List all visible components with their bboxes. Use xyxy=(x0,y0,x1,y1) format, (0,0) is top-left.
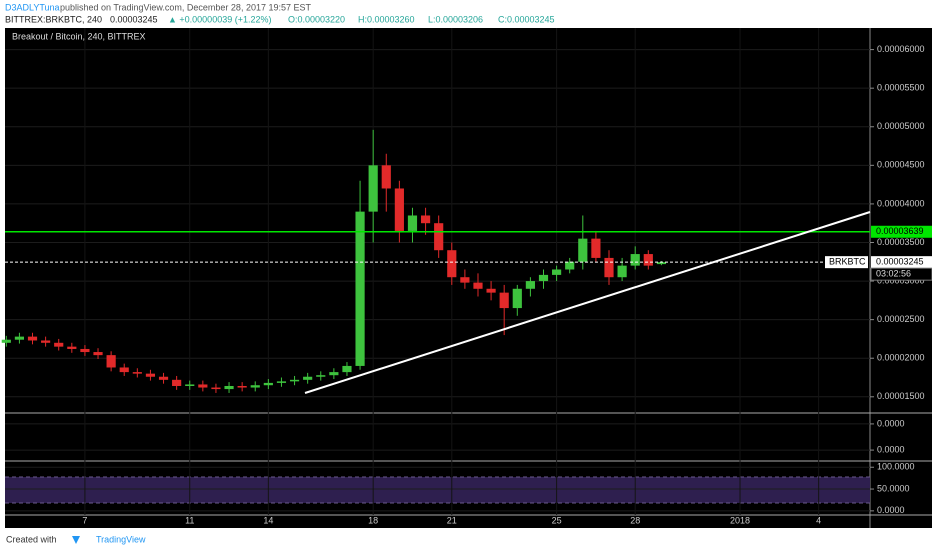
level-label-bg xyxy=(871,225,932,238)
candle-body xyxy=(342,365,352,373)
level-label: 0.00003639 xyxy=(876,226,924,236)
footer-bg xyxy=(0,528,932,550)
candle-body xyxy=(460,277,470,283)
x-tick-label: 28 xyxy=(630,515,640,525)
y-tick-label: 50.0000 xyxy=(877,483,910,493)
candle-body xyxy=(316,375,326,377)
y-tick-label: 0.00005500 xyxy=(877,83,925,93)
candle-body xyxy=(276,381,287,383)
candle-body xyxy=(93,352,103,356)
ohlc-low: L:0.00003206 xyxy=(428,14,483,24)
candle-body xyxy=(420,215,431,224)
candle-body xyxy=(329,372,339,376)
candle-body xyxy=(224,385,234,390)
candle-body xyxy=(54,342,64,347)
countdown-bg xyxy=(870,267,932,281)
candle-body xyxy=(512,288,522,309)
candle-body xyxy=(656,262,667,265)
x-tick-label: 11 xyxy=(185,515,194,525)
x-tick-label: 7 xyxy=(82,515,87,525)
trend-line[interactable] xyxy=(304,211,871,394)
last-price-bg xyxy=(871,256,932,269)
last-price: 0.00003245 xyxy=(876,257,924,267)
x-tick-label: 18 xyxy=(368,515,378,525)
candle-body xyxy=(617,265,627,278)
candle-body xyxy=(447,250,457,278)
candle-body xyxy=(41,340,51,343)
candle-body xyxy=(394,188,404,231)
chart-title: Breakout / Bitcoin, 240, BITTREX xyxy=(12,31,146,41)
candle-body xyxy=(578,238,588,262)
candle-body xyxy=(591,238,601,258)
candle-body xyxy=(185,384,195,386)
candle-body xyxy=(132,372,142,374)
candle-body xyxy=(250,385,260,388)
candle-body xyxy=(643,254,653,266)
published: published on TradingView.com, December 2… xyxy=(60,2,311,12)
candle-body xyxy=(538,274,549,282)
candle-body xyxy=(434,223,444,251)
candle-body xyxy=(145,373,156,377)
candle-body xyxy=(604,257,614,278)
candle-body xyxy=(525,281,535,289)
x-tick-label: 2018 xyxy=(730,515,750,525)
candle-body xyxy=(473,282,483,289)
change: ▲ +0.00000039 (+1.22%) xyxy=(168,14,271,24)
y-tick-label: 0.00006000 xyxy=(877,44,925,54)
candle-body xyxy=(14,336,24,340)
candle-body xyxy=(407,215,418,231)
candle-body xyxy=(27,336,38,341)
candle-body xyxy=(119,367,129,373)
y-tick-label: 0.00004000 xyxy=(877,198,925,208)
x-tick-label: 14 xyxy=(263,515,273,525)
y-tick-label: 0.0000 xyxy=(877,418,905,428)
y-tick-label: 0.00004500 xyxy=(877,160,925,170)
countdown: 03:02:56 xyxy=(876,269,911,279)
y-tick-label: 0.0000 xyxy=(877,505,905,515)
ohlc-open: O:0.00003220 xyxy=(288,14,345,24)
candle-body xyxy=(355,211,365,366)
price: 0.00003245 xyxy=(110,14,158,24)
y-tick-label: 0.00003500 xyxy=(877,237,925,247)
candle-body xyxy=(67,346,77,349)
candle-body xyxy=(630,254,640,266)
candle-body xyxy=(303,376,313,380)
footer-brand[interactable]: TradingView xyxy=(96,534,146,544)
ohlc-close: C:0.00003245 xyxy=(498,14,555,24)
candle-body xyxy=(381,165,391,189)
brand-icon xyxy=(72,536,80,544)
y-tick-label: 0.00001500 xyxy=(877,391,925,401)
candle-body xyxy=(486,288,496,293)
footer-created: Created with xyxy=(6,534,57,544)
candle-body xyxy=(80,348,90,353)
candle-body xyxy=(158,376,169,380)
candle-body xyxy=(106,355,116,368)
y-tick-label: 0.00002000 xyxy=(877,353,925,363)
x-tick-label: 21 xyxy=(447,515,457,525)
candle-body xyxy=(499,292,509,309)
y-tick-label: 0.00005000 xyxy=(877,121,925,131)
y-tick-label: 0.00002500 xyxy=(877,314,925,324)
x-tick-label: 25 xyxy=(552,515,562,525)
author[interactable]: D3ADLYTuna xyxy=(5,2,60,12)
candle-body xyxy=(552,269,562,275)
candle-body xyxy=(172,379,182,386)
candle-body xyxy=(198,384,208,388)
candle-body xyxy=(289,379,300,382)
candle-body xyxy=(211,387,221,390)
symbol: BITTREX:BRKBTC, 240 xyxy=(5,14,102,24)
candle-body xyxy=(263,382,273,386)
last-name: BRKBTC xyxy=(829,257,866,267)
x-tick-label: 4 xyxy=(816,515,821,525)
stoch-band xyxy=(5,477,870,503)
y-tick-label: 100.0000 xyxy=(877,462,915,472)
candle-body xyxy=(565,261,575,270)
ohlc-high: H:0.00003260 xyxy=(358,14,415,24)
candle-body xyxy=(1,339,11,343)
y-tick-label: 0.0000 xyxy=(877,444,905,454)
candle-body xyxy=(237,385,247,388)
last-name-bg xyxy=(825,256,868,269)
candle-body xyxy=(368,165,378,212)
